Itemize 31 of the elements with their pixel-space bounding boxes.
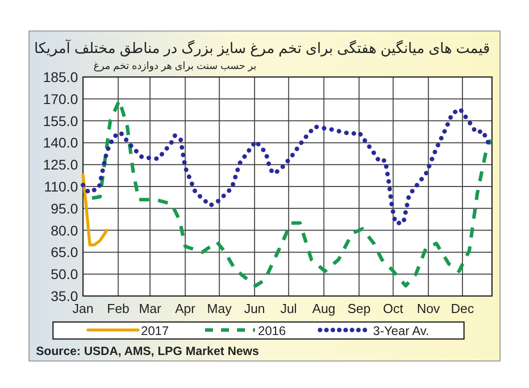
x-tick-label: Sep (348, 301, 371, 316)
line-series (81, 98, 493, 288)
x-tick-label: Jul (280, 301, 298, 316)
y-tick-label: 185.0 (42, 69, 78, 85)
x-tick-label: Jun (244, 301, 266, 316)
y-tick-label: 80.0 (50, 222, 78, 238)
y-tick-label: 155.0 (42, 112, 78, 129)
x-tick-label: Dec (450, 301, 475, 316)
y-tick-label: 125.0 (42, 156, 78, 173)
x-tick-label: Jan (72, 301, 94, 316)
y-tick-label: 170.0 (42, 90, 78, 107)
x-tick-label: Oct (383, 301, 404, 316)
y-tick-label: 110.0 (44, 178, 78, 194)
y-tick-label: 95.0 (50, 200, 78, 216)
x-tick-label: Feb (107, 301, 130, 316)
chart-subtitle: بر حسب سنت برای هر دوازده تخم مرغ (94, 61, 256, 72)
line-series (82, 173, 108, 246)
x-tick-label: May (207, 301, 232, 316)
chart-title: قیمت های میانگین هفتگی برای تخم مرغ سایز بزرگ در مناطق مختلف آمریکا (34, 39, 490, 57)
x-tick-label: Apr (175, 301, 196, 316)
x-tick-label: Aug (312, 301, 336, 316)
x-tick-label: Mar (138, 301, 162, 316)
y-tick-label: 50.0 (50, 266, 78, 282)
y-tick-label: 140.0 (42, 134, 78, 151)
legend-label: 2016 (258, 324, 286, 338)
source-note: Source: USDA, AMS, LPG Market News (36, 344, 260, 358)
y-tick-label: 65.0 (50, 244, 78, 260)
y-tick-label: 35.0 (50, 288, 78, 304)
legend-label: 2017 (141, 324, 169, 338)
legend-label: 3-Year Av. (373, 324, 430, 338)
x-tick-label: Nov (416, 301, 440, 316)
